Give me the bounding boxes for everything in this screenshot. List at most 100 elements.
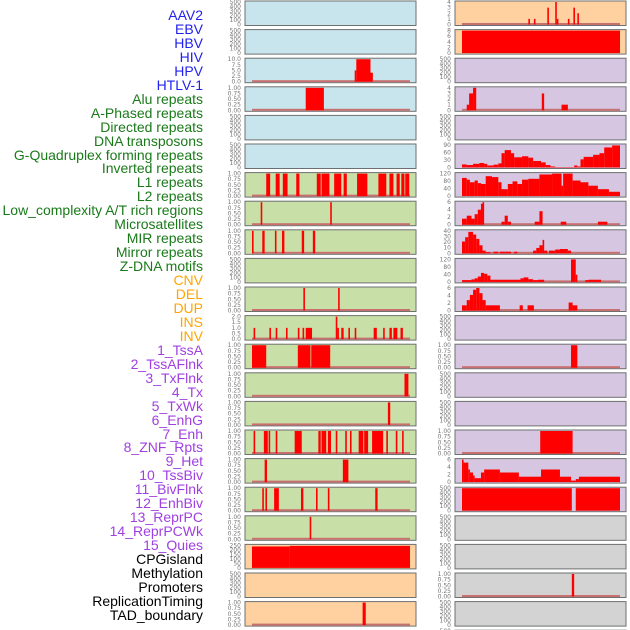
y-tick-label: 300 [440,122,452,129]
bar [305,87,324,111]
y-tick-label: 0 [237,22,241,29]
bar [321,431,327,454]
panel-background [244,372,417,398]
y-tick-label: 2 [447,44,451,51]
bar [348,327,350,340]
bar [354,70,357,82]
y-tick-label: 200 [440,499,452,506]
y-tick-label: 4 [447,85,451,92]
y-tick-label: 500 [440,399,452,406]
bar [462,218,467,225]
baseline [252,366,410,369]
bar [522,179,529,197]
bar [315,488,318,511]
y-tick-label: 0 [237,565,241,572]
baseline [252,537,410,540]
baseline [252,309,410,311]
baseline [462,366,620,369]
bar [335,431,338,454]
y-tick-label: 100 [440,618,452,625]
bar [302,327,305,340]
bar [466,104,470,111]
bar [559,249,568,254]
panel-background [454,400,627,427]
bar [533,160,541,168]
bar [462,488,572,511]
y-tick-label: 200 [230,270,242,277]
bar [575,274,578,282]
y-tick-label: 0.25 [228,416,242,423]
panel-background [454,86,627,112]
bar [555,249,560,254]
track-label: 9_Het [165,453,203,470]
bar [567,18,570,25]
y-tick-label: 0.50 [228,96,242,103]
bar [477,276,481,282]
bar [559,476,572,483]
bar [499,251,505,254]
bar [335,316,338,340]
bar [253,327,256,340]
bar [477,183,481,197]
bar [400,327,403,340]
baseline [462,595,620,597]
y-tick-label: 200 [440,127,452,134]
y-tick-label: 0.50 [228,525,242,532]
baseline [252,623,410,626]
bar [474,278,478,282]
bar [334,173,342,197]
panel-background [244,572,417,598]
y-tick-label: 0.75 [228,434,242,441]
bar [375,488,378,511]
track-label: 11_BivFlnk [134,481,203,498]
track-label: Microsatellites [114,216,203,233]
bar [563,173,573,197]
y-tick-label: 0 [447,22,451,29]
y-tick-label: 0.25 [228,187,242,194]
panel-background [244,458,417,484]
bar [572,180,581,197]
y-tick-label: 300 [440,494,452,501]
panel-background [244,172,417,198]
track-label: 13_ReprPC [129,509,203,526]
baseline [252,337,410,340]
y-tick-label: 1.5 [231,319,241,326]
y-tick-label: 0.75 [228,176,242,183]
bar [552,173,562,197]
left-column: 010020030040050001002003004005000.02.55.… [228,0,417,629]
bar [608,191,620,197]
y-tick-label: 0 [447,508,451,515]
panel-background [454,601,627,627]
bar [327,431,331,454]
y-tick-label: 1.00 [228,342,242,349]
bar [541,469,560,483]
bar [266,173,271,197]
bar [395,431,398,454]
y-tick-label: 500 [440,600,452,607]
track-panel: 0.02.55.07.510.0 [228,56,417,86]
y-tick-label: 0.5 [231,330,241,337]
y-tick-label: 0.75 [438,434,452,441]
track-label: A-Phased repeats [90,104,203,121]
panel-background [244,229,417,255]
track-labels: AAV2 EBV HBV HIV HPV HTLV-1 Alu repeats A-Phase… [0,0,204,630]
bar [356,59,371,82]
panel-background [454,515,627,541]
y-tick-label: 4 [447,293,451,300]
track-label: 4_Tx [171,383,203,400]
y-tick-label: 0.25 [438,359,452,366]
bar [484,469,500,483]
y-tick-label: 100 [440,131,452,138]
track-label: 2_TssAFlnk [130,355,203,372]
bar [528,157,534,168]
track-panel: 0.00.51.01.52.0 [231,314,417,343]
track-label: G-Quadruplex forming repeats [13,146,203,163]
y-tick-label: 400 [230,118,242,125]
bar [548,250,556,254]
y-tick-label: 0.75 [228,376,242,383]
y-tick-label: 40 [443,271,451,278]
baseline [252,80,410,83]
